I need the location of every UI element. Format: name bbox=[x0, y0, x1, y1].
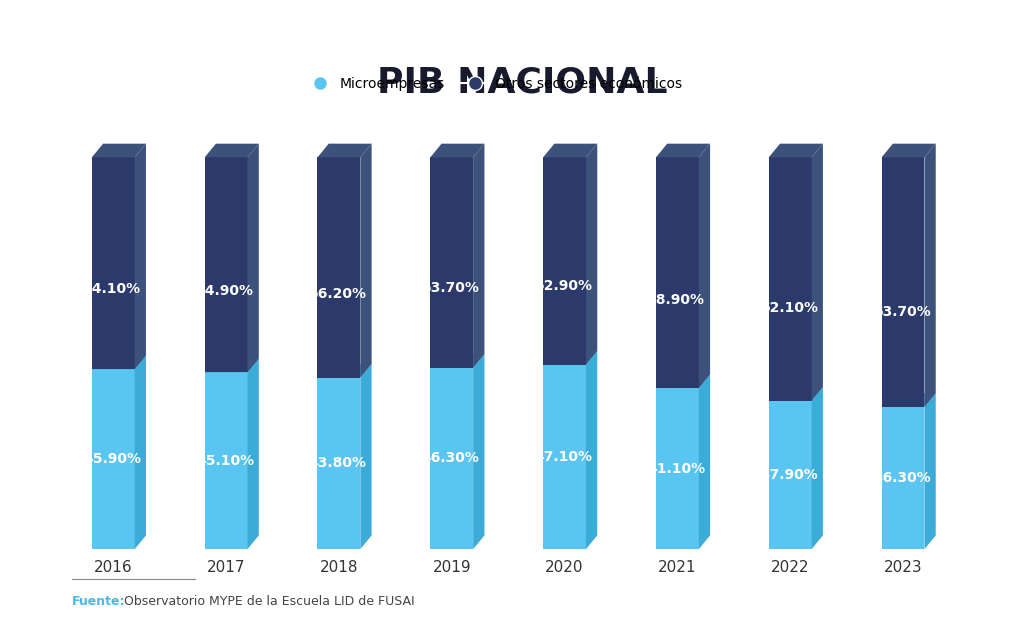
Polygon shape bbox=[543, 351, 597, 364]
Polygon shape bbox=[135, 144, 146, 369]
Text: 53.70%: 53.70% bbox=[422, 281, 479, 295]
Polygon shape bbox=[543, 144, 597, 157]
Polygon shape bbox=[925, 144, 936, 407]
Polygon shape bbox=[586, 144, 597, 364]
Polygon shape bbox=[430, 354, 484, 368]
Polygon shape bbox=[882, 144, 936, 157]
Text: 37.90%: 37.90% bbox=[760, 468, 818, 482]
Text: 63.70%: 63.70% bbox=[873, 305, 931, 319]
Polygon shape bbox=[360, 144, 372, 378]
FancyBboxPatch shape bbox=[317, 378, 360, 549]
FancyBboxPatch shape bbox=[543, 364, 586, 549]
Polygon shape bbox=[473, 354, 484, 549]
Title: PIB NACIONAL: PIB NACIONAL bbox=[377, 66, 668, 100]
Polygon shape bbox=[586, 351, 597, 549]
FancyBboxPatch shape bbox=[656, 157, 698, 388]
Polygon shape bbox=[473, 144, 484, 368]
Polygon shape bbox=[698, 374, 710, 549]
Text: 62.10%: 62.10% bbox=[760, 301, 818, 315]
Polygon shape bbox=[812, 387, 823, 549]
FancyBboxPatch shape bbox=[882, 407, 925, 549]
FancyBboxPatch shape bbox=[92, 157, 135, 369]
Text: 36.30%: 36.30% bbox=[873, 471, 931, 485]
Text: 54.10%: 54.10% bbox=[83, 282, 141, 296]
Polygon shape bbox=[698, 144, 710, 388]
FancyBboxPatch shape bbox=[205, 373, 248, 549]
Polygon shape bbox=[769, 144, 823, 157]
FancyBboxPatch shape bbox=[205, 157, 248, 373]
FancyBboxPatch shape bbox=[430, 157, 473, 368]
Polygon shape bbox=[317, 364, 372, 378]
FancyBboxPatch shape bbox=[543, 157, 586, 364]
Text: 54.90%: 54.90% bbox=[196, 284, 254, 298]
FancyBboxPatch shape bbox=[882, 157, 925, 407]
Polygon shape bbox=[430, 144, 484, 157]
Polygon shape bbox=[92, 356, 146, 369]
Text: 52.90%: 52.90% bbox=[535, 279, 593, 293]
Text: 56.20%: 56.20% bbox=[309, 287, 367, 301]
Polygon shape bbox=[360, 364, 372, 549]
Polygon shape bbox=[882, 393, 936, 407]
Text: 43.80%: 43.80% bbox=[309, 456, 367, 470]
FancyBboxPatch shape bbox=[769, 401, 812, 549]
Polygon shape bbox=[656, 374, 710, 388]
Polygon shape bbox=[135, 356, 146, 549]
Text: 45.90%: 45.90% bbox=[83, 452, 141, 466]
Text: Observatorio MYPE de la Escuela LID de FUSAI: Observatorio MYPE de la Escuela LID de F… bbox=[120, 595, 415, 608]
Legend: Microempresas, Otros sectores económicos: Microempresas, Otros sectores económicos bbox=[301, 71, 687, 96]
Polygon shape bbox=[769, 387, 823, 401]
FancyBboxPatch shape bbox=[430, 368, 473, 549]
Polygon shape bbox=[205, 144, 259, 157]
Text: 46.30%: 46.30% bbox=[422, 451, 479, 466]
Text: Fuente:: Fuente: bbox=[72, 595, 125, 608]
FancyBboxPatch shape bbox=[769, 157, 812, 401]
Polygon shape bbox=[92, 144, 146, 157]
FancyBboxPatch shape bbox=[92, 369, 135, 549]
Text: 47.10%: 47.10% bbox=[535, 450, 593, 464]
Text: 41.10%: 41.10% bbox=[647, 462, 706, 475]
Polygon shape bbox=[317, 144, 372, 157]
Polygon shape bbox=[812, 144, 823, 401]
Polygon shape bbox=[656, 144, 710, 157]
Polygon shape bbox=[248, 144, 259, 373]
Polygon shape bbox=[925, 393, 936, 549]
FancyBboxPatch shape bbox=[317, 157, 360, 378]
Polygon shape bbox=[248, 359, 259, 549]
Text: 45.10%: 45.10% bbox=[196, 454, 254, 468]
Text: 58.90%: 58.90% bbox=[647, 293, 706, 308]
Polygon shape bbox=[205, 359, 259, 373]
FancyBboxPatch shape bbox=[656, 388, 698, 549]
